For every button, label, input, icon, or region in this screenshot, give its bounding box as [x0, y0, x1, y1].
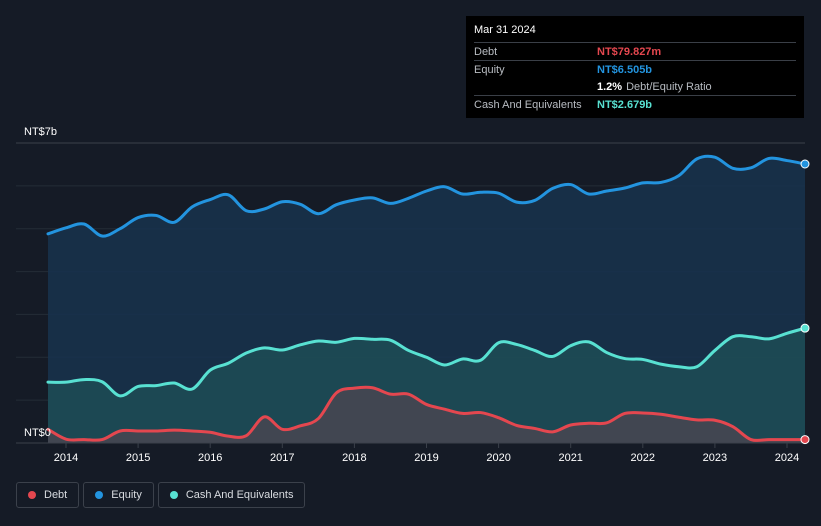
- tooltip-equity-label: Equity: [474, 63, 505, 76]
- legend-debt-label: Debt: [44, 489, 68, 501]
- cash-and-equivalents-line: [46, 326, 807, 398]
- x-tick-label: 2023: [703, 452, 727, 464]
- x-tick-label: 2018: [342, 452, 366, 464]
- tooltip-ratio-label: Debt/Equity Ratio: [626, 80, 712, 93]
- x-tick-label: 2024: [775, 452, 799, 464]
- debt-endpoint: [800, 435, 810, 445]
- debt-area: [48, 387, 805, 443]
- x-tick-label: 2017: [270, 452, 294, 464]
- tooltip-cash-value: NT$2.679b: [597, 98, 653, 111]
- tooltip-debt-value: NT$79.827m: [597, 45, 662, 58]
- legend-item-cash[interactable]: Cash And Equivalents: [157, 482, 306, 508]
- series-endpoints: [800, 159, 810, 445]
- legend-equity-label: Equity: [111, 489, 142, 501]
- cash-and-equivalents-endpoint: [800, 323, 810, 333]
- legend-item-debt[interactable]: Debt: [16, 482, 80, 508]
- legend-cash-label: Cash And Equivalents: [185, 489, 294, 501]
- tooltip-date: Mar 31 2024: [474, 24, 536, 36]
- tooltip-ratio-value: 1.2%: [597, 80, 623, 93]
- tooltip-cash-label: Cash And Equivalents: [474, 98, 582, 111]
- x-tick-label: 2020: [486, 452, 510, 464]
- tooltip-debt-label: Debt: [474, 45, 498, 58]
- x-tick-label: 2015: [126, 452, 150, 464]
- x-axis-ticks: 2014 2015 2016 2017 2018 2019 2020 2021 2022 2023…: [54, 443, 799, 464]
- x-tick-label: 2014: [54, 452, 78, 464]
- tooltip-equity-value: NT$6.505b: [597, 63, 653, 76]
- x-tick-label: 2021: [558, 452, 582, 464]
- legend-cash-dot: [169, 491, 178, 499]
- tooltip-row-debt: Debt NT$79.827m: [474, 42, 796, 60]
- tooltip-row-cash: Cash And Equivalents NT$2.679b: [474, 95, 796, 113]
- legend-debt-dot: [28, 491, 36, 499]
- equity-line: [46, 154, 807, 238]
- x-tick-label: 2016: [198, 452, 222, 464]
- data-tooltip: Mar 31 2024 Debt NT$79.827m Equity NT$6.…: [466, 16, 804, 118]
- tooltip-row-equity: Equity NT$6.505b: [474, 60, 796, 78]
- x-tick-label: 2022: [631, 452, 655, 464]
- y-axis-bottom-label: NT$0: [24, 427, 51, 439]
- legend-item-equity[interactable]: Equity: [83, 482, 154, 508]
- debt-line: [46, 385, 807, 443]
- legend-equity-dot: [95, 491, 104, 499]
- series-layer: [46, 154, 807, 443]
- chart-legend: Debt Equity Cash And Equivalents: [16, 482, 306, 508]
- equity-endpoint: [800, 159, 810, 169]
- y-axis-top-label: NT$7b: [24, 126, 57, 138]
- tooltip-row-ratio: 1.2% Debt/Equity Ratio: [474, 78, 796, 95]
- x-tick-label: 2019: [414, 452, 438, 464]
